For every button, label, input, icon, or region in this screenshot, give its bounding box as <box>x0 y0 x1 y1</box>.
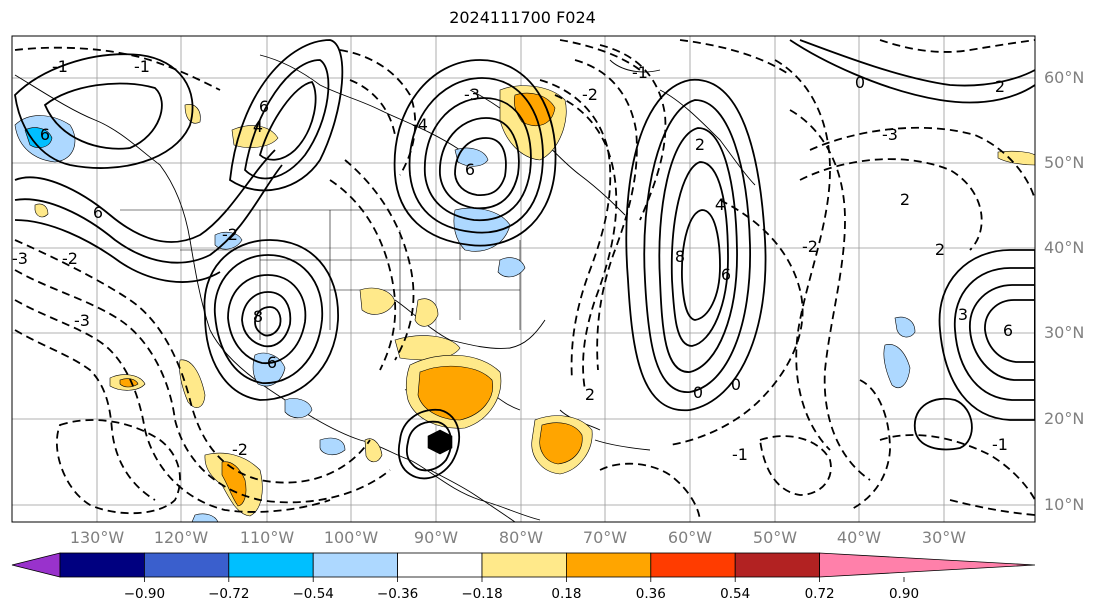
contour-label: 6 <box>1003 321 1013 340</box>
contour-label: 2 <box>935 240 945 259</box>
colorbar-tick-label: 0.18 <box>551 586 582 602</box>
contour-label: -1 <box>52 57 68 76</box>
colorbar-tick-label: −0.72 <box>208 586 250 602</box>
contour-label: -1 <box>632 63 648 82</box>
contour-label: -2 <box>802 237 818 256</box>
contour-label: 2 <box>585 385 595 404</box>
colorbar-tick-label: 0.36 <box>635 586 666 602</box>
colorbar-segment <box>481 552 567 578</box>
contour-label: -1 <box>134 57 150 76</box>
contour-label: -2 <box>62 249 78 268</box>
contour-label: -2 <box>232 440 248 459</box>
colorbar-segment <box>228 552 314 578</box>
colorbar-tick-label: 0.72 <box>804 586 835 602</box>
colorbar-segment <box>143 552 230 578</box>
longitude-label: 80°W <box>498 528 544 547</box>
contour-label: 6 <box>267 353 277 372</box>
longitude-label: 70°W <box>582 528 628 547</box>
latitude-label: 10°N <box>1044 495 1085 514</box>
colorbar-tick-label: −0.90 <box>123 586 166 602</box>
contour-label: -2 <box>222 225 238 244</box>
contour-label: 8 <box>253 307 263 326</box>
contour-label: 0 <box>731 375 741 394</box>
colorbar-tick-label: 0.90 <box>888 586 920 602</box>
colorbar-extend-min <box>11 552 61 578</box>
contour-label: -3 <box>12 249 28 268</box>
contour-label: 0 <box>693 383 703 402</box>
contour-label: -1 <box>992 435 1008 454</box>
contour-label: 4 <box>715 195 725 214</box>
longitude-label: 100°W <box>323 528 379 547</box>
colorbar-tick-label: 0.54 <box>720 586 751 602</box>
contour-label: 6 <box>259 97 269 116</box>
latitude-label: 20°N <box>1044 409 1085 428</box>
contour-label: 6 <box>721 265 731 284</box>
contour-label: 3 <box>958 305 968 324</box>
latitude-label: 60°N <box>1044 68 1085 87</box>
contour-label: -2 <box>582 85 598 104</box>
contour-label: 2 <box>900 190 910 209</box>
contour-label: -1 <box>732 445 748 464</box>
colorbar-tick-label: −0.18 <box>461 586 503 602</box>
longitude-label: 30°W <box>921 528 967 547</box>
colorbar-segment <box>59 552 145 578</box>
contour-label: 6 <box>93 203 103 222</box>
contour-label: 8 <box>675 247 685 266</box>
colorbar-segment <box>397 552 483 578</box>
contour-label: -3 <box>464 85 480 104</box>
contour-label: 4 <box>253 117 263 136</box>
longitude-label: 120°W <box>153 528 209 547</box>
contour-label: -3 <box>882 125 898 144</box>
negative-contours <box>14 39 1035 522</box>
contour-label: -3 <box>74 311 90 330</box>
contour-label: 0 <box>855 73 865 92</box>
map-title: 2024111700 F024 <box>449 8 596 27</box>
positive-contours <box>14 39 1035 480</box>
contour-label: 2 <box>695 135 705 154</box>
longitude-label: 110°W <box>239 528 295 547</box>
latitude-label: 30°N <box>1044 323 1085 342</box>
longitude-label: 130°W <box>69 528 125 547</box>
colorbar <box>11 552 1036 582</box>
colorbar-segment <box>312 552 399 578</box>
longitude-label: 50°W <box>752 528 798 547</box>
longitude-label: 90°W <box>413 528 459 547</box>
latitude-label: 40°N <box>1044 238 1085 257</box>
contour-label: 6 <box>465 160 475 179</box>
latitude-label: 50°N <box>1044 153 1085 172</box>
colorbar-extend-max <box>819 552 1036 578</box>
longitude-label: 60°W <box>667 528 713 547</box>
colorbar-segment <box>734 552 821 578</box>
colorbar-tick-label: −0.36 <box>376 586 419 602</box>
longitude-label: 40°W <box>836 528 882 547</box>
contour-label: -4 <box>412 115 428 134</box>
contour-label: 2 <box>995 77 1005 96</box>
colorbar-tick-label: −0.54 <box>292 586 334 602</box>
colorbar-segment <box>566 552 652 578</box>
contour-label: 6 <box>40 125 50 144</box>
colorbar-segment <box>650 552 736 578</box>
